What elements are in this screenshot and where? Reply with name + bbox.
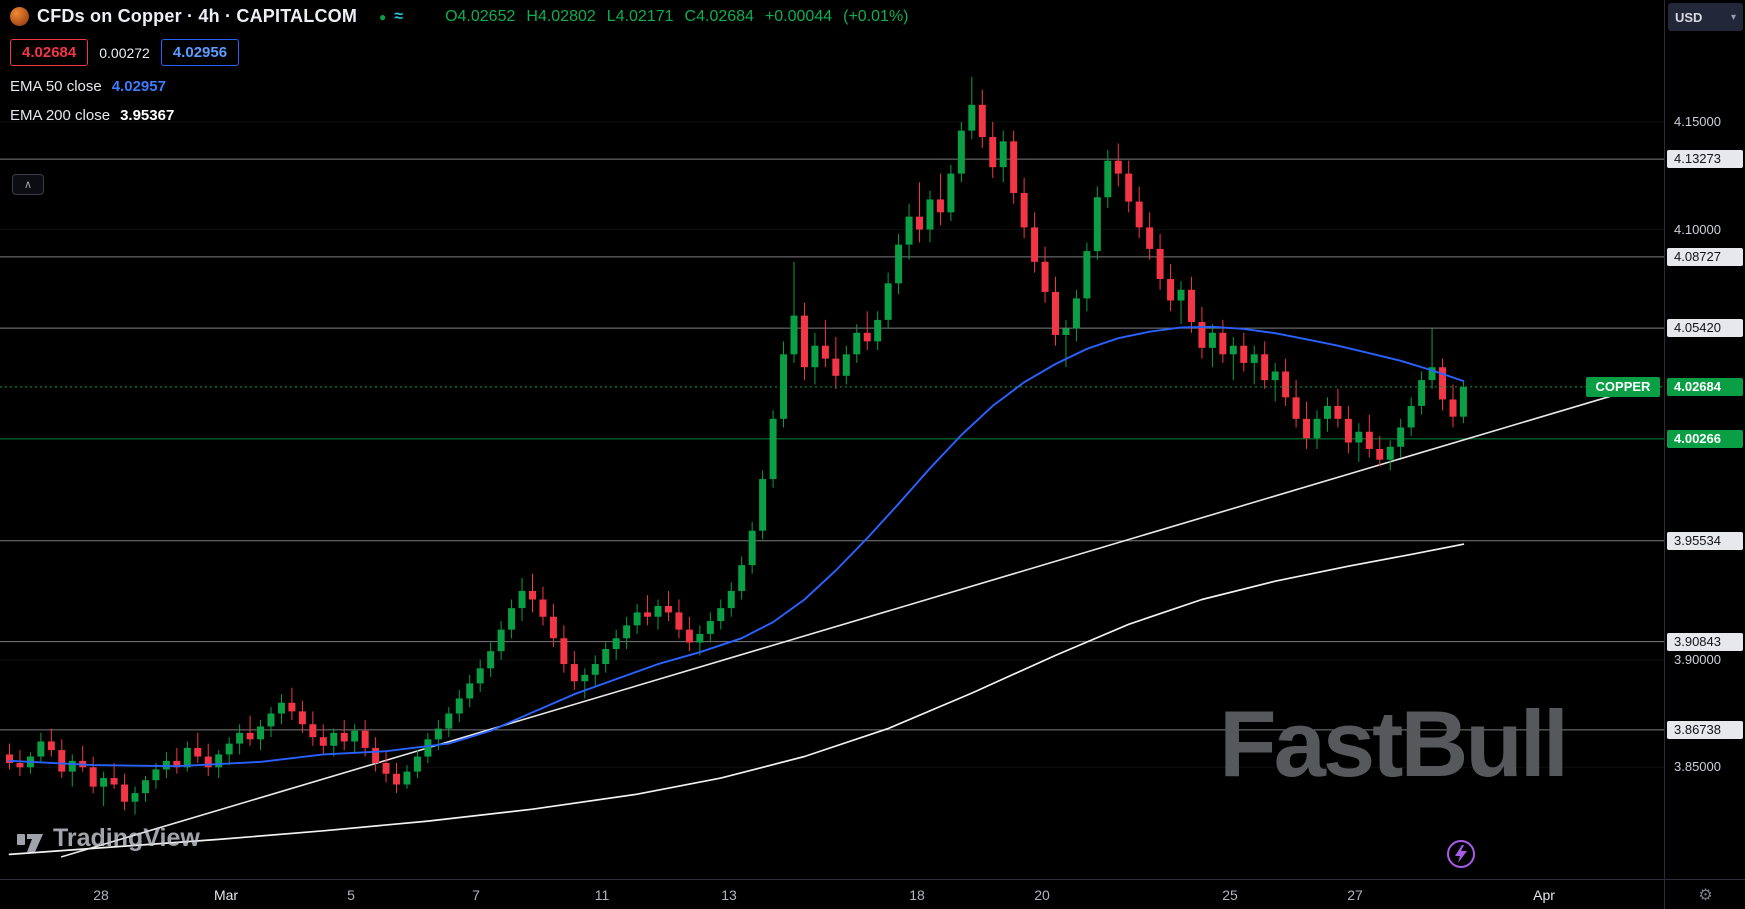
tradingview-mark-icon xyxy=(17,833,43,852)
change-percent: (+0.01%) xyxy=(843,7,909,25)
price-tick-label: 3.85000 xyxy=(1674,759,1721,775)
price-axis[interactable]: USD ▾ 4.15000 4.10000 3.90000 3.85000 4.1327… xyxy=(1664,0,1745,879)
price-tick-label: 4.15000 xyxy=(1674,114,1721,129)
high-label: H xyxy=(526,7,538,25)
price-line-label: 4.13273 xyxy=(1667,150,1743,169)
buy-price-button[interactable]: 4.02956 xyxy=(160,39,240,66)
time-tick-label: 11 xyxy=(594,887,610,903)
chevron-up-icon: ∧ xyxy=(23,178,33,191)
current-price-label: 4.02684 xyxy=(1667,377,1743,396)
ema50-line xyxy=(8,325,1465,768)
time-tick-label: 27 xyxy=(1347,887,1363,903)
symbol-header-row[interactable]: CFDs on Copper · 4h · CAPITALCOM ● ≈ O4.… xyxy=(10,6,909,27)
chart-legend: CFDs on Copper · 4h · CAPITALCOM ● ≈ O4.… xyxy=(10,6,909,124)
current-price-tag-text: COPPER xyxy=(1595,379,1651,395)
ema50-label: EMA 50 close xyxy=(10,78,102,95)
currency-selector[interactable]: USD ▾ xyxy=(1668,3,1743,31)
low-value: 4.02171 xyxy=(615,7,674,25)
support-price-label: 4.00266 xyxy=(1667,429,1743,448)
instrument-logo-icon xyxy=(10,7,29,26)
time-tick-label: 18 xyxy=(909,887,925,903)
price-tick-label: 3.90000 xyxy=(1674,651,1721,667)
high-value: 4.02802 xyxy=(537,7,596,25)
time-tick-label: 20 xyxy=(1034,887,1050,903)
ema200-line xyxy=(8,543,1465,856)
price-line-label: 3.86738 xyxy=(1667,720,1743,739)
ohlc-values: O4.02652 H4.02802 L4.02171 C4.02684 +0.0… xyxy=(445,8,908,26)
price-line-label: 3.90843 xyxy=(1667,632,1743,651)
spread-value: 0.00272 xyxy=(99,44,150,61)
time-tick-label: 7 xyxy=(472,887,480,903)
market-status-icon[interactable]: ● xyxy=(379,9,387,24)
time-tick-label: 5 xyxy=(347,887,355,903)
time-tick-label: Mar xyxy=(213,887,239,903)
axis-settings-icon: ⚙ xyxy=(1698,887,1713,904)
grid-lines xyxy=(0,121,1664,768)
ema200-label: EMA 200 close xyxy=(10,107,111,124)
close-label: C xyxy=(684,7,697,25)
indicator-row-ema200[interactable]: EMA 200 close 3.95367 xyxy=(10,107,174,124)
fastbull-watermark: FastBull xyxy=(1219,691,1569,796)
time-tick-label: 25 xyxy=(1222,887,1238,903)
ema50-value: 4.02957 xyxy=(111,78,166,95)
chart-canvas[interactable] xyxy=(0,0,1664,879)
tradingview-logo[interactable]: TradingView xyxy=(16,824,200,853)
price-line-label: 4.05420 xyxy=(1667,319,1743,338)
change-value: +0.00044 xyxy=(764,7,833,25)
caret-down-icon: ▾ xyxy=(1730,11,1736,23)
legend-collapse-button[interactable]: ∧ xyxy=(12,174,44,195)
price-line-label: 4.08727 xyxy=(1667,247,1743,266)
price-tick-label: 4.10000 xyxy=(1674,221,1721,237)
time-tick-label: 28 xyxy=(93,887,109,903)
indicator-row-ema50[interactable]: EMA 50 close 4.02957 xyxy=(10,78,166,95)
currency-label: USD xyxy=(1675,9,1703,25)
price-level-lines xyxy=(0,158,1664,731)
trendline xyxy=(60,391,1626,858)
symbol-title[interactable]: CFDs on Copper · 4h · CAPITALCOM xyxy=(37,6,358,26)
candles xyxy=(6,76,1467,815)
data-mode-icon[interactable]: ≈ xyxy=(394,7,404,25)
sell-price-button[interactable]: 4.02684 xyxy=(10,39,89,66)
chart-plot-area[interactable]: CFDs on Copper · 4h · CAPITALCOM ● ≈ O4.… xyxy=(0,0,1664,879)
close-value: 4.02684 xyxy=(696,7,754,25)
time-tick-label: 13 xyxy=(721,887,737,903)
lightning-icon xyxy=(1445,838,1477,870)
buy-sell-row: 4.02684 0.00272 4.02956 xyxy=(10,39,240,66)
current-price-tag: COPPER xyxy=(1586,376,1660,397)
tradingview-logo-text: TradingView xyxy=(53,824,200,852)
ema200-value: 3.95367 xyxy=(120,107,175,124)
low-label: L xyxy=(606,7,616,25)
time-axis[interactable]: 28 Mar 5 7 11 13 18 20 25 27 Apr xyxy=(0,879,1664,909)
axis-corner[interactable]: ⚙ xyxy=(1664,879,1745,909)
open-label: O xyxy=(445,7,458,25)
price-line-label: 3.95534 xyxy=(1667,531,1743,550)
time-tick-label: Apr xyxy=(1533,887,1555,903)
open-value: 4.02652 xyxy=(457,7,516,25)
